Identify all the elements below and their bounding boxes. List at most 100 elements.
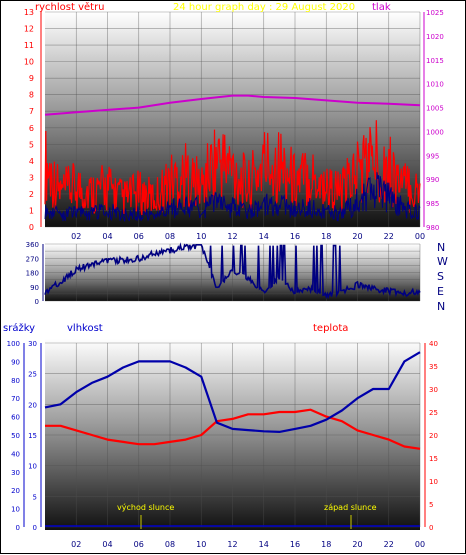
- temperature-tick-label: 5: [429, 501, 433, 509]
- direction-tick-label: 270: [26, 255, 39, 263]
- direction-series: [44, 242, 421, 300]
- humidity-tick-label: 25: [28, 371, 37, 379]
- wind-tick-label: 1: [29, 206, 34, 215]
- direction-label-e: E: [437, 285, 444, 298]
- sunset-label: západ slunce: [324, 503, 377, 512]
- wind-x-tick-label: 04: [102, 232, 112, 241]
- wind-tick-label: 10: [24, 58, 34, 67]
- wind-tick-label: 8: [29, 91, 34, 100]
- pressure-tick-label: 1000: [426, 128, 444, 136]
- humidity-tick-label: 5: [33, 493, 37, 501]
- temperature-tick-label: 15: [429, 455, 438, 463]
- wind-tick-label: 7: [29, 107, 34, 116]
- rain-tick-label: 0: [16, 524, 20, 532]
- rain-axis-title: srážky: [3, 322, 35, 334]
- wind-x-tick-label: 16: [290, 232, 300, 241]
- direction-label-s: S: [437, 270, 444, 283]
- wind-tick-label: 9: [29, 74, 34, 83]
- wind-gust-series: [44, 120, 421, 216]
- humidity-x-tick-label: 14: [259, 540, 269, 549]
- wind-average-series: [44, 172, 421, 222]
- wind-tick-label: 0: [29, 223, 34, 232]
- rain-tick-label: 100: [7, 340, 20, 348]
- direction-tick-label: 90: [30, 284, 39, 292]
- temperature-tick-label: 25: [429, 409, 438, 417]
- rain-tick-label: 30: [11, 469, 20, 477]
- direction-tick-label: 360: [26, 241, 39, 249]
- wind-panel-marks: [44, 94, 421, 222]
- wind-x-tick-label: 02: [71, 232, 81, 241]
- humidity-tick-label: 15: [28, 432, 37, 440]
- wind-tick-label: 2: [29, 190, 34, 199]
- humidity-panel-marks: [44, 351, 421, 527]
- wind-tick-label: 4: [29, 157, 34, 166]
- pressure-tick-label: 1025: [426, 9, 444, 17]
- pressure-series: [44, 94, 421, 116]
- temperature-series: [45, 408, 421, 450]
- wind-x-tick-label: 08: [165, 232, 175, 241]
- temperature-tick-label: 35: [429, 363, 438, 371]
- humidity-x-tick-label: 02: [71, 540, 81, 549]
- humidity-x-tick-label: 08: [165, 540, 175, 549]
- wind-x-tick-label: 14: [259, 232, 269, 241]
- humidity-tick-label: 0: [33, 524, 37, 532]
- rain-tick-label: 20: [11, 487, 20, 495]
- direction-label-w: W: [437, 255, 448, 268]
- temperature-tick-label: 0: [429, 524, 433, 532]
- humidity-series: [44, 351, 421, 433]
- humidity-x-tick-label: 18: [321, 540, 331, 549]
- rain-tick-label: 10: [11, 506, 20, 514]
- wind-tick-label: 5: [29, 140, 34, 149]
- temperature-axis-title: teplota: [313, 323, 348, 334]
- pressure-tick-label: 1020: [426, 33, 444, 41]
- wind-axis-title: rychlost větru: [35, 1, 105, 13]
- rain-tick-label: 40: [11, 450, 20, 458]
- axes: 0123456789101112139809859909951000100510…: [7, 8, 444, 549]
- wind-x-tick-label: 00: [415, 232, 425, 241]
- wind-x-tick-label: 06: [134, 232, 144, 241]
- rain-tick-label: 90: [11, 358, 20, 366]
- humidity-tick-label: 10: [28, 463, 37, 471]
- temperature-tick-label: 40: [429, 340, 438, 348]
- direction-panel-grid: [45, 243, 421, 302]
- humidity-x-tick-label: 12: [227, 540, 237, 549]
- humidity-axis-title: vlhkost: [67, 323, 103, 334]
- pressure-tick-label: 1015: [426, 57, 444, 65]
- humidity-x-tick-label: 06: [134, 540, 144, 549]
- pressure-tick-label: 1010: [426, 81, 444, 89]
- humidity-x-tick-label: 04: [102, 540, 112, 549]
- wind-tick-label: 12: [24, 25, 34, 34]
- humidity-tick-label: 20: [28, 401, 37, 409]
- direction-panel-marks: [44, 242, 421, 300]
- pressure-tick-label: 1005: [426, 105, 444, 113]
- wind-x-tick-label: 10: [196, 232, 206, 241]
- humidity-x-tick-label: 00: [415, 540, 425, 549]
- rain-tick-label: 80: [11, 377, 20, 385]
- direction-tick-label: 0: [35, 298, 39, 306]
- pressure-tick-label: 980: [426, 224, 439, 232]
- temperature-tick-label: 20: [429, 432, 438, 440]
- rain-tick-label: 60: [11, 414, 20, 422]
- sunrise-label: východ slunce: [117, 503, 174, 512]
- wind-x-tick-label: 12: [227, 232, 237, 241]
- chart-title: 24 hour graph day : 29 August 2020: [173, 2, 355, 13]
- humidity-x-tick-label: 20: [352, 540, 362, 549]
- wind-tick-label: 11: [24, 41, 34, 50]
- wind-x-tick-label: 20: [352, 232, 362, 241]
- wind-x-tick-label: 18: [321, 232, 331, 241]
- temperature-tick-label: 10: [429, 478, 438, 486]
- wind-tick-label: 3: [29, 173, 34, 182]
- humidity-x-tick-label: 16: [290, 540, 300, 549]
- humidity-x-tick-label: 10: [196, 540, 206, 549]
- wind-tick-label: 6: [29, 124, 34, 133]
- direction-tick-label: 180: [26, 270, 39, 278]
- humidity-panel-grid: [45, 342, 421, 528]
- humidity-tick-label: 30: [28, 340, 37, 348]
- direction-label-n-top: N: [437, 241, 445, 254]
- wind-tick-label: 13: [24, 8, 34, 17]
- rain-tick-label: 50: [11, 432, 20, 440]
- humidity-x-tick-label: 22: [384, 540, 394, 549]
- pressure-tick-label: 990: [426, 176, 439, 184]
